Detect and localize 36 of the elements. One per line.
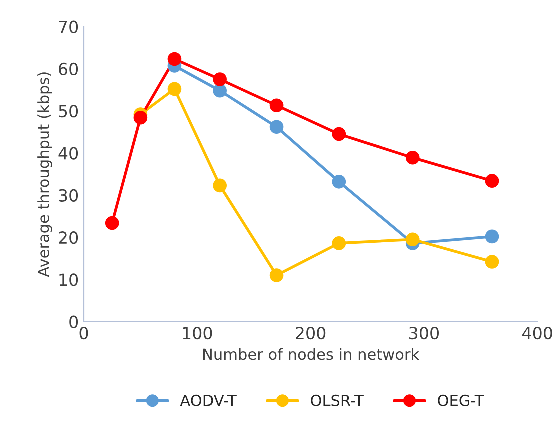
y-tick-label: 70 (59, 20, 78, 34)
point (213, 84, 227, 98)
y-tick-label: 40 (58, 147, 78, 160)
y-tick-label: 30 (59, 189, 78, 202)
point (168, 52, 182, 66)
x-tick-label: 0 (80, 326, 88, 340)
point (485, 255, 500, 269)
legend-label: OEG-T (438, 394, 484, 406)
point (485, 230, 500, 244)
point (485, 174, 500, 188)
legend-label: AODV-T (180, 394, 237, 406)
x-tick-label: 300 (410, 326, 439, 340)
x-tick-label: 100 (183, 326, 212, 340)
point (270, 98, 284, 113)
point (406, 232, 420, 247)
point (332, 127, 346, 142)
point (168, 82, 182, 96)
point (105, 216, 120, 230)
y-tick-label: 0 (70, 316, 78, 328)
point (406, 150, 420, 165)
y-tick-label: 60 (59, 62, 78, 76)
y-tick-label: 10 (60, 274, 78, 286)
legend-label: OLSR-T (311, 394, 364, 406)
y-tick-label: 20 (59, 232, 78, 244)
y-tick-label: 50 (59, 105, 78, 118)
point (270, 268, 284, 282)
x-tick-label: 400 (522, 326, 552, 340)
point (270, 120, 284, 134)
y-axis-title: Average throughput (kbps) (38, 72, 52, 278)
point (332, 236, 346, 250)
point (332, 175, 346, 189)
point (213, 72, 227, 86)
x-axis-title: Number of nodes in network (204, 348, 420, 360)
point (213, 178, 227, 193)
x-tick-label: 200 (296, 326, 326, 340)
point (134, 110, 148, 125)
